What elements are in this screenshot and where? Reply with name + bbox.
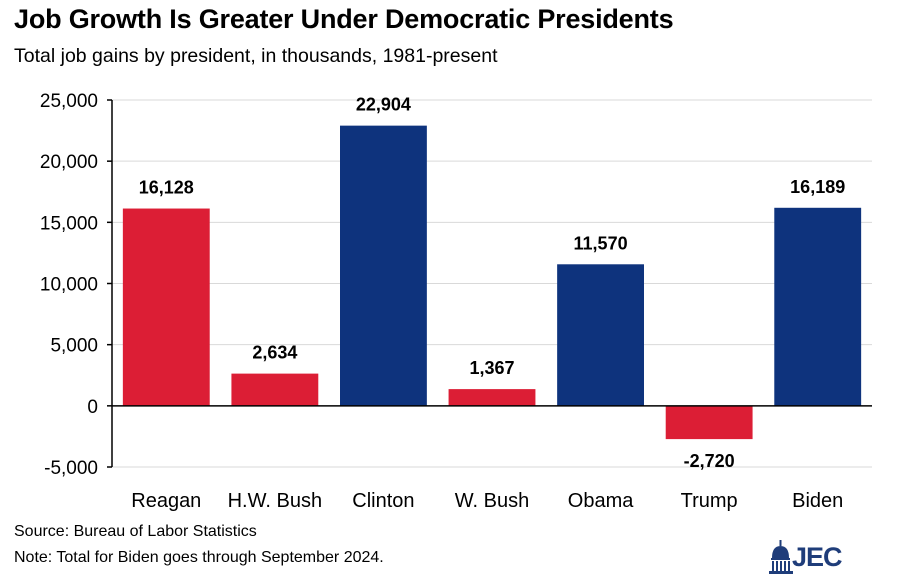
x-tick-label: Biden (792, 490, 843, 512)
bar-w-bush (448, 389, 536, 406)
data-label: 1,367 (469, 358, 514, 378)
y-tick-label: 5,000 (50, 336, 98, 357)
jec-logo: JEC (768, 538, 858, 578)
data-label: -2,720 (684, 451, 735, 471)
y-tick-label: -5,000 (44, 458, 98, 479)
y-tick-label: 25,000 (40, 91, 98, 112)
bar-clinton (340, 125, 427, 406)
y-tick-label: 0 (87, 397, 98, 418)
y-tick-label: 20,000 (40, 152, 98, 173)
axes (107, 99, 872, 468)
bar-h-w-bush (231, 373, 319, 406)
x-tick-label: Clinton (352, 490, 414, 512)
bar-chart: -5,000 0 5,000 10,000 15,000 20,000 25,000 16,1… (40, 91, 872, 512)
x-tick-label: W. Bush (455, 490, 529, 512)
data-label: 22,904 (356, 95, 411, 115)
x-tick-label: Reagan (131, 490, 201, 512)
bar-obama (557, 264, 644, 406)
y-tick-label: 10,000 (40, 275, 98, 296)
y-tick-label: 15,000 (40, 213, 98, 234)
data-label: 16,128 (139, 178, 194, 198)
data-label: 11,570 (574, 233, 628, 253)
x-tick-label: Trump (681, 490, 738, 512)
x-tick-label: Obama (568, 490, 634, 512)
logo-text: JEC (792, 542, 843, 572)
bars (122, 125, 862, 440)
data-label: 2,634 (252, 343, 297, 363)
chart-title: Job Growth Is Greater Under Democratic P… (14, 4, 674, 34)
data-label: 16,189 (790, 177, 845, 197)
bar-biden (774, 207, 862, 406)
source-note: Source: Bureau of Labor Statistics (14, 523, 257, 540)
bar-trump (665, 405, 753, 440)
capitol-dome-icon (769, 540, 793, 574)
biden-note: Note: Total for Biden goes through Septe… (14, 549, 384, 566)
bar-reagan (122, 208, 210, 406)
x-tick-label: H.W. Bush (228, 490, 322, 512)
grid-lines (112, 99, 872, 468)
chart-subtitle: Total job gains by president, in thousan… (14, 45, 498, 67)
labels: -5,000 0 5,000 10,000 15,000 20,000 25,000 16,1… (40, 91, 845, 512)
